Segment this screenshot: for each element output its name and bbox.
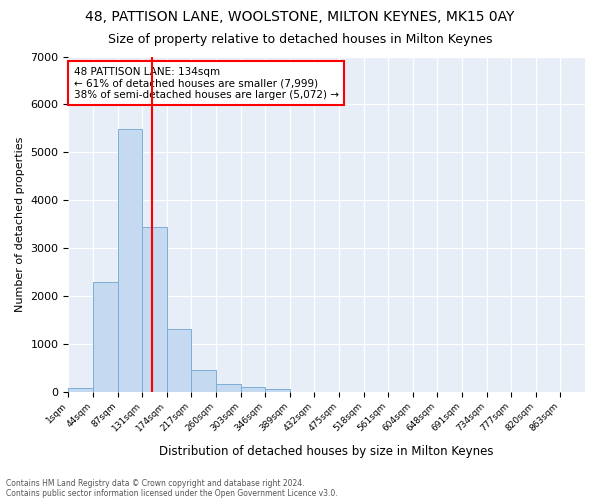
Text: Contains HM Land Registry data © Crown copyright and database right 2024.: Contains HM Land Registry data © Crown c… xyxy=(6,478,305,488)
Text: Contains public sector information licensed under the Open Government Licence v3: Contains public sector information licen… xyxy=(6,488,338,498)
Bar xyxy=(118,130,142,392)
Bar xyxy=(241,388,265,392)
Bar xyxy=(216,384,241,392)
Bar xyxy=(68,388,93,392)
Bar xyxy=(167,329,191,392)
Text: 48, PATTISON LANE, WOOLSTONE, MILTON KEYNES, MK15 0AY: 48, PATTISON LANE, WOOLSTONE, MILTON KEY… xyxy=(85,10,515,24)
Bar xyxy=(265,388,290,392)
Bar xyxy=(142,228,167,392)
Text: 48 PATTISON LANE: 134sqm
← 61% of detached houses are smaller (7,999)
38% of sem: 48 PATTISON LANE: 134sqm ← 61% of detach… xyxy=(74,66,338,100)
Text: Size of property relative to detached houses in Milton Keynes: Size of property relative to detached ho… xyxy=(108,32,492,46)
Y-axis label: Number of detached properties: Number of detached properties xyxy=(15,136,25,312)
Bar xyxy=(93,282,118,392)
X-axis label: Distribution of detached houses by size in Milton Keynes: Distribution of detached houses by size … xyxy=(160,444,494,458)
Bar xyxy=(191,370,216,392)
